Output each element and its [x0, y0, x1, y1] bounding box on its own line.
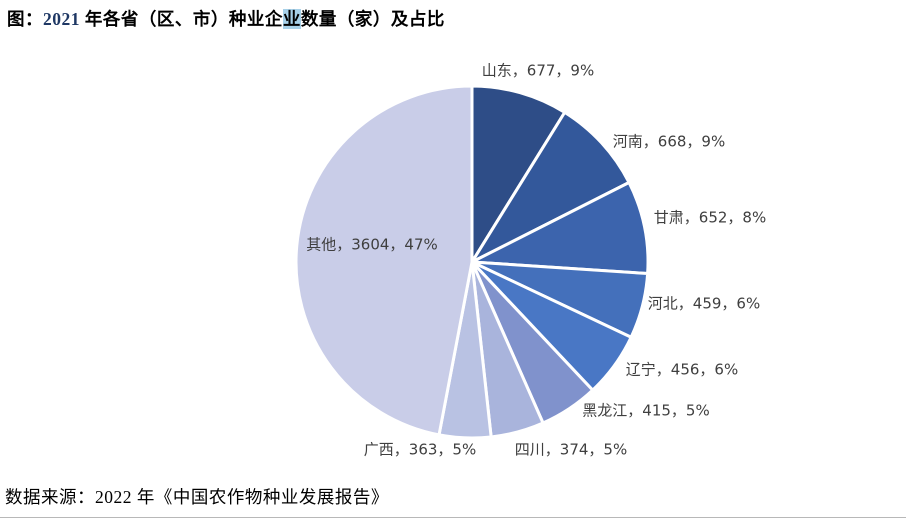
pie-label-guangxi: 广西，363，5%	[363, 440, 477, 459]
pie-label-sichuan: 四川，374，5%	[514, 440, 628, 459]
pie-label-hebei: 河北，459，6%	[647, 294, 761, 313]
pie-slice-shandong	[470, 84, 567, 264]
pie-label-heilongjiang: 黑龙江，415，5%	[582, 401, 710, 420]
pie-slice-gansu	[470, 181, 650, 276]
pie-slice-henan	[470, 110, 631, 264]
pie-label-gansu: 甘肃，652，8%	[653, 208, 767, 227]
selection-highlight: 业	[282, 9, 301, 29]
pie-slice-other	[294, 84, 474, 437]
chart-title: 图：2021 年各省（区、市）种业企业数量（家）及占比	[7, 6, 445, 31]
pie-slices-group	[294, 84, 650, 440]
chart-title-suffix: 数量（家）及占比	[300, 9, 445, 29]
chart-title-year: 2021	[43, 9, 80, 29]
pie-label-henan: 河南，668，9%	[612, 132, 726, 151]
chart-title-prefix: 图：	[7, 9, 43, 29]
pie-label-liaoning: 辽宁，456，6%	[625, 360, 739, 379]
chart-title-mid: 年各省（区、市）种业企	[80, 9, 283, 29]
pie-label-shandong: 山东，677，9%	[481, 61, 595, 80]
source-caption: 数据来源：2022 年《中国农作物种业发展报告》	[5, 487, 389, 507]
pie-label-other: 其他，3604，47%	[306, 235, 438, 254]
bottom-divider	[0, 517, 906, 518]
